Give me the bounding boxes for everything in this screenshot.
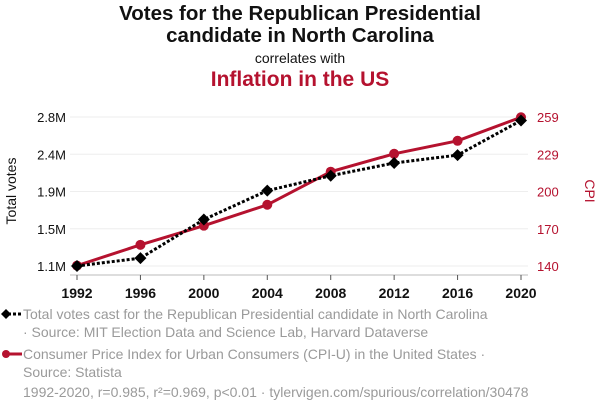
legend-label-votes: Total votes cast for the Republican Pres… [23,305,583,341]
legend-label-votes-line2: · Source: MIT Election Data and Science … [23,324,429,340]
y-axis-left: 1.1M 1.5M 1.9M 2.4M 2.8M [37,110,66,274]
y-axis-left-label: Total votes [3,158,19,225]
x-tick-label: 1996 [125,285,156,300]
legend-label-cpi-line2: Source: Statista [23,364,122,380]
x-axis: 1992 1996 2000 2004 2008 2012 2016 2020 [61,274,537,300]
data-point-votes [134,252,147,265]
chart-title-line2: candidate in North Carolina [166,24,434,47]
chart-title-secondary: Inflation in the US [210,68,390,91]
chart-title-line1: Votes for the Republican Presidential [119,2,481,25]
x-tick-label: 2020 [505,285,536,300]
data-point-cpi [135,239,146,250]
y-left-tick-label: 1.9M [37,185,66,200]
data-point-votes [197,213,210,226]
data-point-votes [261,184,274,197]
x-tick-label: 2016 [442,285,473,300]
correlates-with-label: correlates with [254,50,346,66]
data-point-cpi [198,220,209,231]
data-point-cpi [389,148,400,159]
chart: 1992 1996 2000 2004 2008 2012 2016 2020 1.1M 1.5… [3,110,598,300]
y-right-tick-label: 170 [537,222,559,237]
y-right-tick-label: 229 [537,147,559,162]
y-right-tick-label: 200 [537,185,559,200]
y-left-tick-label: 1.5M [37,222,66,237]
y-left-tick-label: 1.1M [37,259,66,274]
data-point-cpi [262,199,273,210]
footer-stats: 1992-2020, r=0.985, r²=0.969, p<0.01 · t… [23,384,529,400]
data-point-votes [515,114,527,127]
y-axis-right: 140 170 200 229 259 [537,110,559,274]
x-tick-label: 2004 [252,285,283,300]
data-point-votes [451,149,464,162]
data-point-votes [324,169,337,182]
series-group [71,112,527,272]
series-line-cpi [76,115,522,268]
y-right-tick-label: 140 [537,259,559,274]
grid [70,116,528,267]
legend-swatch-votes [1,309,22,319]
y-axis-right-label: CPI [582,179,598,202]
data-point-votes [388,157,401,170]
legend-label-votes-line1: Total votes cast for the Republican Pres… [23,306,488,322]
x-tick-label: 2008 [315,285,346,300]
series-line-votes [76,119,522,268]
chart-title: Votes for the Republican Presidential ca… [0,3,600,47]
x-tick-label: 2012 [379,285,410,300]
y-left-tick-label: 2.4M [37,147,66,162]
y-right-tick-label: 259 [537,110,559,125]
data-point-cpi [452,135,463,146]
legend-swatch-cpi [2,350,22,358]
legend-label-cpi: Consumer Price Index for Urban Consumers… [23,345,583,381]
data-point-votes [71,260,83,272]
x-tick-label: 1992 [61,285,92,300]
legend-label-cpi-line1: Consumer Price Index for Urban Consumers… [23,346,486,362]
y-left-tick-label: 2.8M [37,110,66,125]
x-tick-label: 2000 [188,285,219,300]
